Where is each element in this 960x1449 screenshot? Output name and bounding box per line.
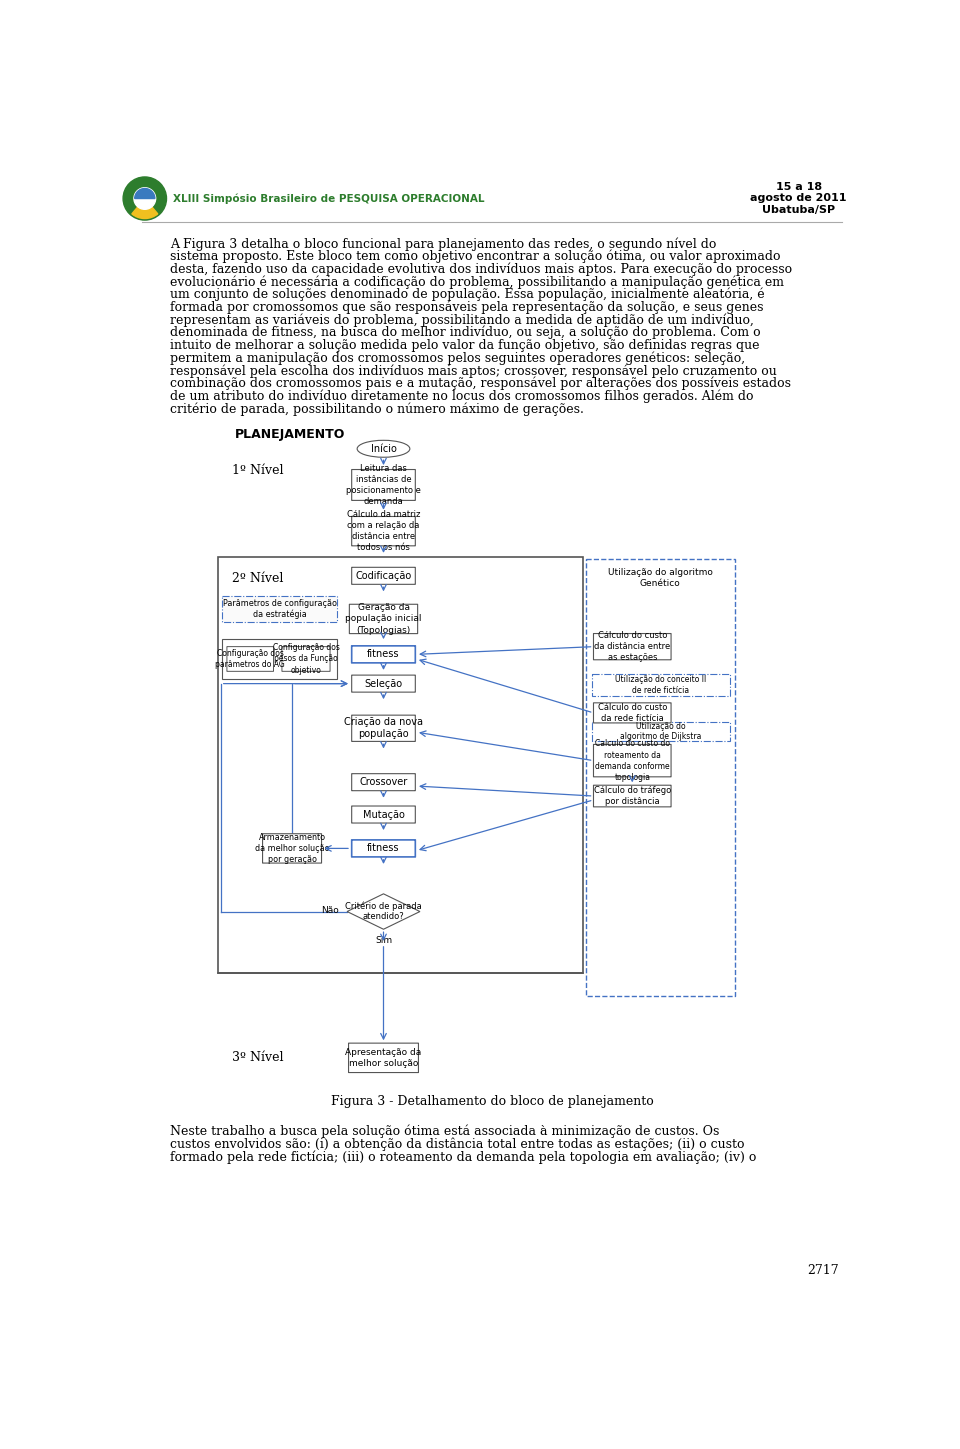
Text: Mutação: Mutação xyxy=(363,810,404,820)
Bar xyxy=(219,556,583,974)
Text: Apresentação da
melhor solução: Apresentação da melhor solução xyxy=(346,1048,421,1068)
Text: Utilização do
algoritmo de Dijkstra: Utilização do algoritmo de Dijkstra xyxy=(620,722,702,740)
Circle shape xyxy=(123,177,166,220)
Text: Utilização do algoritmo
Genético: Utilização do algoritmo Genético xyxy=(608,568,712,587)
Text: 1º Nível: 1º Nível xyxy=(232,464,284,477)
FancyBboxPatch shape xyxy=(351,469,416,500)
Text: Cálculo da matriz
com a relação da
distância entre
todos os nós: Cálculo da matriz com a relação da distâ… xyxy=(347,510,420,552)
FancyBboxPatch shape xyxy=(351,840,416,856)
Bar xyxy=(592,674,730,696)
Text: Seleção: Seleção xyxy=(365,678,402,688)
Text: XLIII Simpósio Brasileiro de PESQUISA OPERACIONAL: XLIII Simpósio Brasileiro de PESQUISA OP… xyxy=(173,193,484,204)
Text: Geração da
população inicial
(Topologias): Geração da população inicial (Topologias… xyxy=(346,603,421,635)
Text: intuito de melhorar a solução medida pelo valor da função objetivo, são definida: intuito de melhorar a solução medida pel… xyxy=(170,339,760,352)
Text: representam as variáveis do problema, possibilitando a medida de aptidão de um i: representam as variáveis do problema, po… xyxy=(170,313,755,327)
Text: Cálculo do custo
da rede fictícia: Cálculo do custo da rede fictícia xyxy=(597,703,667,723)
Text: formado pela rede fictícia; (iii) o roteamento da demanda pela topologia em aval: formado pela rede fictícia; (iii) o rote… xyxy=(170,1151,756,1164)
Text: de um atributo do indivíduo diretamente no locus dos cromossomos filhos gerados.: de um atributo do indivíduo diretamente … xyxy=(170,390,754,403)
Text: PLANEJAMENTO: PLANEJAMENTO xyxy=(234,427,345,440)
Circle shape xyxy=(134,188,156,209)
Text: 2º Nível: 2º Nível xyxy=(232,571,284,584)
Wedge shape xyxy=(132,199,157,219)
FancyBboxPatch shape xyxy=(348,1043,419,1072)
Text: formada por cromossomos que são responsáveis pela representação da solução, e se: formada por cromossomos que são responsá… xyxy=(170,300,764,314)
Text: um conjunto de soluções denominado de população. Essa população, inicialmente al: um conjunto de soluções denominado de po… xyxy=(170,288,765,301)
Text: permitem a manipulação dos cromossomos pelos seguintes operadores genéticos: sel: permitem a manipulação dos cromossomos p… xyxy=(170,351,746,365)
Text: Cálculo do custo
da distância entre
as estações: Cálculo do custo da distância entre as e… xyxy=(594,632,670,662)
Text: Crossover: Crossover xyxy=(359,777,408,787)
FancyBboxPatch shape xyxy=(593,703,671,723)
Text: Cálculo do tráfego
por distância: Cálculo do tráfego por distância xyxy=(593,785,671,806)
Text: Codificação: Codificação xyxy=(355,571,412,581)
FancyBboxPatch shape xyxy=(351,716,416,742)
Text: 2717: 2717 xyxy=(807,1264,839,1277)
FancyBboxPatch shape xyxy=(227,646,274,671)
Text: Utilização do conceito II
de rede fictícia: Utilização do conceito II de rede fictíc… xyxy=(615,675,707,696)
Bar xyxy=(592,722,730,740)
Text: Não: Não xyxy=(322,906,339,914)
Text: fitness: fitness xyxy=(368,843,399,853)
Bar xyxy=(223,639,337,680)
FancyBboxPatch shape xyxy=(593,633,671,659)
Text: Calculo do custo do
roteamento da
demanda conforme
topologia: Calculo do custo do roteamento da demand… xyxy=(595,739,670,782)
FancyBboxPatch shape xyxy=(593,745,671,777)
FancyBboxPatch shape xyxy=(351,516,416,546)
Bar xyxy=(223,596,337,622)
FancyBboxPatch shape xyxy=(282,646,330,671)
Text: Criação da nova
população: Criação da nova população xyxy=(344,717,423,739)
FancyBboxPatch shape xyxy=(351,675,416,693)
Text: denominada de fitness, na busca do melhor indivíduo, ou seja, a solução do probl: denominada de fitness, na busca do melho… xyxy=(170,326,761,339)
Text: Sim: Sim xyxy=(375,936,392,945)
Text: custos envolvidos são: (i) a obtenção da distância total entre todas as estações: custos envolvidos são: (i) a obtenção da… xyxy=(170,1137,745,1151)
FancyBboxPatch shape xyxy=(351,806,416,823)
Text: 15 a 18
agosto de 2011
Ubatuba/SP: 15 a 18 agosto de 2011 Ubatuba/SP xyxy=(751,181,847,214)
Wedge shape xyxy=(134,188,155,199)
Text: desta, fazendo uso da capacidade evolutiva dos indivíduos mais aptos. Para execu: desta, fazendo uso da capacidade evoluti… xyxy=(170,262,793,275)
Text: Parâmetros de configuração
da estratégia: Parâmetros de configuração da estratégia xyxy=(223,598,337,619)
Text: Início: Início xyxy=(371,443,396,454)
Text: fitness: fitness xyxy=(368,649,399,659)
FancyBboxPatch shape xyxy=(263,833,322,864)
Text: Neste trabalho a busca pela solução ótima está associada à minimização de custos: Neste trabalho a busca pela solução ótim… xyxy=(170,1124,720,1139)
FancyBboxPatch shape xyxy=(351,568,416,584)
Text: combinação dos cromossomos pais e a mutação, responsável por alterações dos poss: combinação dos cromossomos pais e a muta… xyxy=(170,377,791,390)
FancyBboxPatch shape xyxy=(349,604,418,633)
FancyBboxPatch shape xyxy=(351,774,416,791)
Bar xyxy=(586,559,734,997)
Ellipse shape xyxy=(357,440,410,458)
Text: Configuração dos
parâmetros do AG: Configuração dos parâmetros do AG xyxy=(215,649,285,669)
Text: 3º Nível: 3º Nível xyxy=(232,1052,284,1065)
Text: Armazenamento
da melhor solução
por geração: Armazenamento da melhor solução por gera… xyxy=(254,833,329,864)
Text: Figura 3 - Detalhamento do bloco de planejamento: Figura 3 - Detalhamento do bloco de plan… xyxy=(330,1095,654,1108)
FancyBboxPatch shape xyxy=(351,646,416,662)
Text: evolucionário é necessária a codificação do problema, possibilitando a manipulaç: evolucionário é necessária a codificação… xyxy=(170,275,784,288)
Text: A Figura 3 detalha o bloco funcional para planejamento das redes, o segundo níve: A Figura 3 detalha o bloco funcional par… xyxy=(170,238,717,251)
Text: Configuração dos
pesos da Função
objetivo: Configuração dos pesos da Função objetiv… xyxy=(273,643,340,675)
Text: Critério de parada
atendido?: Critério de parada atendido? xyxy=(346,901,421,922)
Text: critério de parada, possibilitando o número máximo de gerações.: critério de parada, possibilitando o núm… xyxy=(170,403,585,416)
FancyBboxPatch shape xyxy=(593,785,671,807)
Text: responsável pela escolha dos indivíduos mais aptos; crossover, responsável pelo : responsável pela escolha dos indivíduos … xyxy=(170,364,778,378)
Polygon shape xyxy=(348,894,420,929)
Text: Leitura das
instâncias de
posicionamento e
demanda: Leitura das instâncias de posicionamento… xyxy=(346,464,420,506)
Text: sistema proposto. Este bloco tem como objetivo encontrar a solução ótima, ou val: sistema proposto. Este bloco tem como ob… xyxy=(170,249,780,264)
